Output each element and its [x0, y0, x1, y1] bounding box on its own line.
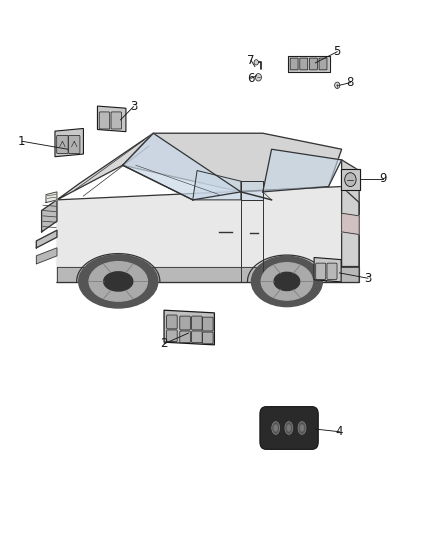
Polygon shape: [241, 181, 263, 200]
FancyBboxPatch shape: [192, 316, 202, 330]
FancyBboxPatch shape: [111, 112, 122, 129]
Text: 9: 9: [379, 172, 387, 185]
Ellipse shape: [79, 255, 158, 308]
Polygon shape: [36, 230, 57, 248]
FancyBboxPatch shape: [202, 332, 213, 344]
FancyBboxPatch shape: [166, 315, 177, 329]
Polygon shape: [57, 187, 359, 282]
Ellipse shape: [285, 422, 293, 434]
FancyBboxPatch shape: [309, 58, 317, 70]
FancyBboxPatch shape: [319, 58, 327, 70]
Circle shape: [254, 60, 258, 65]
FancyBboxPatch shape: [180, 316, 190, 330]
Polygon shape: [123, 133, 342, 192]
Polygon shape: [36, 248, 57, 264]
Ellipse shape: [298, 422, 306, 434]
FancyBboxPatch shape: [316, 263, 326, 279]
FancyBboxPatch shape: [202, 317, 213, 331]
Ellipse shape: [104, 272, 133, 291]
Text: 6: 6: [247, 72, 255, 85]
Circle shape: [255, 74, 261, 81]
Polygon shape: [341, 169, 360, 190]
FancyBboxPatch shape: [192, 331, 202, 343]
Text: 7: 7: [247, 54, 255, 67]
FancyBboxPatch shape: [260, 407, 318, 449]
Circle shape: [345, 173, 356, 187]
FancyBboxPatch shape: [300, 58, 307, 70]
FancyBboxPatch shape: [290, 58, 298, 70]
Polygon shape: [314, 257, 341, 282]
Ellipse shape: [89, 262, 147, 301]
Ellipse shape: [261, 263, 312, 300]
Polygon shape: [46, 192, 57, 203]
Polygon shape: [193, 171, 241, 200]
Polygon shape: [342, 213, 359, 235]
FancyBboxPatch shape: [99, 112, 110, 129]
Text: 8: 8: [347, 76, 354, 89]
Polygon shape: [288, 56, 329, 72]
Polygon shape: [55, 128, 83, 157]
FancyBboxPatch shape: [57, 135, 68, 154]
Polygon shape: [57, 133, 153, 200]
Polygon shape: [57, 266, 359, 282]
Text: 1: 1: [18, 135, 26, 148]
Ellipse shape: [272, 422, 279, 434]
Text: 5: 5: [334, 45, 341, 58]
FancyBboxPatch shape: [327, 263, 337, 279]
Polygon shape: [97, 106, 126, 132]
Polygon shape: [42, 200, 57, 232]
Ellipse shape: [287, 424, 291, 432]
Text: 4: 4: [336, 425, 343, 438]
FancyBboxPatch shape: [68, 135, 80, 154]
Ellipse shape: [300, 424, 304, 432]
Circle shape: [335, 82, 340, 88]
Polygon shape: [342, 160, 359, 266]
FancyBboxPatch shape: [180, 331, 190, 343]
Ellipse shape: [251, 256, 322, 306]
Text: 3: 3: [364, 272, 371, 285]
Text: 3: 3: [130, 100, 137, 113]
Polygon shape: [263, 149, 342, 192]
Polygon shape: [123, 133, 241, 200]
Ellipse shape: [274, 272, 300, 290]
Text: 2: 2: [160, 337, 168, 350]
FancyBboxPatch shape: [166, 330, 177, 342]
Polygon shape: [164, 310, 214, 345]
Ellipse shape: [273, 424, 278, 432]
